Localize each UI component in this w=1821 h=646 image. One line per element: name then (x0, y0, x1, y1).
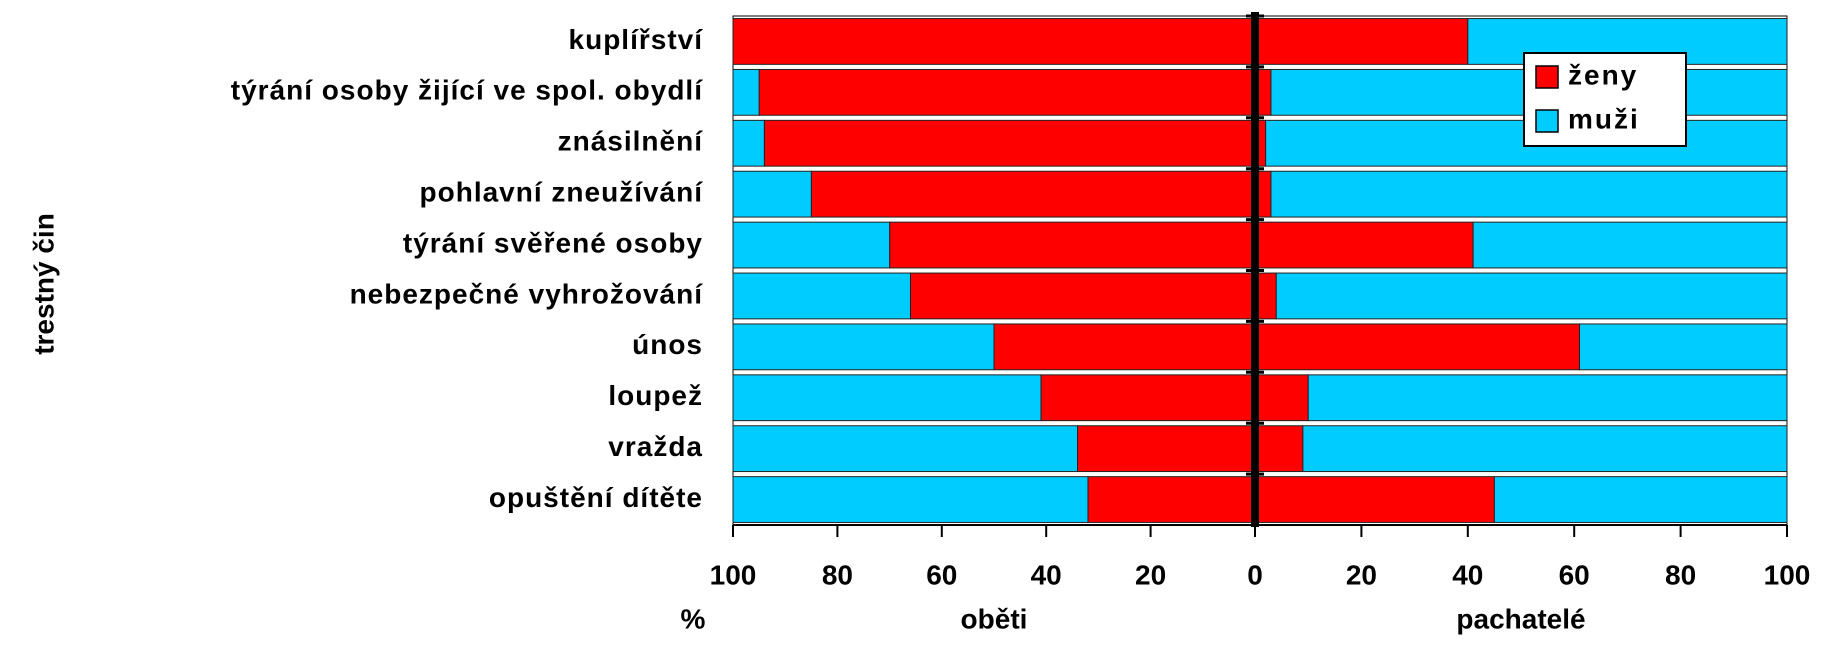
bar (1254, 476, 1495, 523)
bar (1270, 170, 1788, 218)
bar (763, 119, 1256, 167)
x-tick-label: 40 (1031, 559, 1062, 590)
bar (1302, 425, 1788, 473)
x-tick-label: 20 (1346, 559, 1377, 590)
x-tick-label: 20 (1135, 559, 1166, 590)
bar (732, 323, 995, 371)
y-tick-label: pohlavní zneužívání (420, 177, 704, 208)
x-tick-label: 60 (1559, 559, 1590, 590)
bar (758, 68, 1256, 116)
y-tick-label: loupež (608, 380, 703, 411)
bar (1040, 374, 1256, 422)
bar (1275, 272, 1788, 320)
y-tick-label: nebezpečné vyhrožování (350, 278, 704, 309)
y-tick-label: únos (632, 329, 703, 360)
bar (732, 476, 1089, 523)
bar (1307, 374, 1788, 422)
y-tick-label: znásilnění (558, 126, 704, 157)
bar (732, 170, 812, 218)
bar (1472, 221, 1788, 269)
bar (810, 170, 1256, 218)
panel-label: pachatelé (1456, 603, 1585, 634)
x-tick-label: 40 (1452, 559, 1483, 590)
bar (1254, 221, 1474, 269)
y-tick-label: vražda (608, 431, 703, 462)
y-tick-label: týrání svěřené osoby (403, 227, 703, 258)
legend-label: ženy (1568, 59, 1638, 90)
legend-label: muži (1568, 103, 1640, 134)
y-tick-label: opuštění dítěte (489, 482, 703, 513)
bar (732, 18, 1256, 65)
y-tick-label: kuplířství (569, 24, 704, 55)
bar (1254, 323, 1581, 371)
x-tick-label: 0 (1247, 559, 1263, 590)
bar (732, 374, 1042, 422)
bar (993, 323, 1256, 371)
legend-swatch (1535, 109, 1559, 133)
x-unit: % (681, 603, 706, 634)
bar (1087, 476, 1256, 523)
bar (732, 119, 765, 167)
bar (909, 272, 1256, 320)
bar (732, 425, 1079, 473)
bar (1579, 323, 1788, 371)
legend-swatch (1535, 65, 1559, 89)
y-axis-label: trestný čin (28, 213, 59, 355)
bar (1254, 18, 1469, 65)
x-tick-label: 100 (1764, 559, 1811, 590)
bar (732, 221, 891, 269)
x-tick-label: 100 (710, 559, 757, 590)
bar (732, 68, 760, 116)
panel-label: oběti (961, 603, 1028, 634)
bar (1254, 374, 1309, 422)
bar (732, 272, 911, 320)
bar (1254, 425, 1304, 473)
bar (1493, 476, 1788, 523)
x-tick-label: 80 (822, 559, 853, 590)
x-tick-label: 80 (1665, 559, 1696, 590)
bar (889, 221, 1256, 269)
x-tick-label: 60 (926, 559, 957, 590)
bar (1077, 425, 1256, 473)
y-tick-label: týrání osoby žijící ve spol. obydlí (231, 75, 703, 106)
